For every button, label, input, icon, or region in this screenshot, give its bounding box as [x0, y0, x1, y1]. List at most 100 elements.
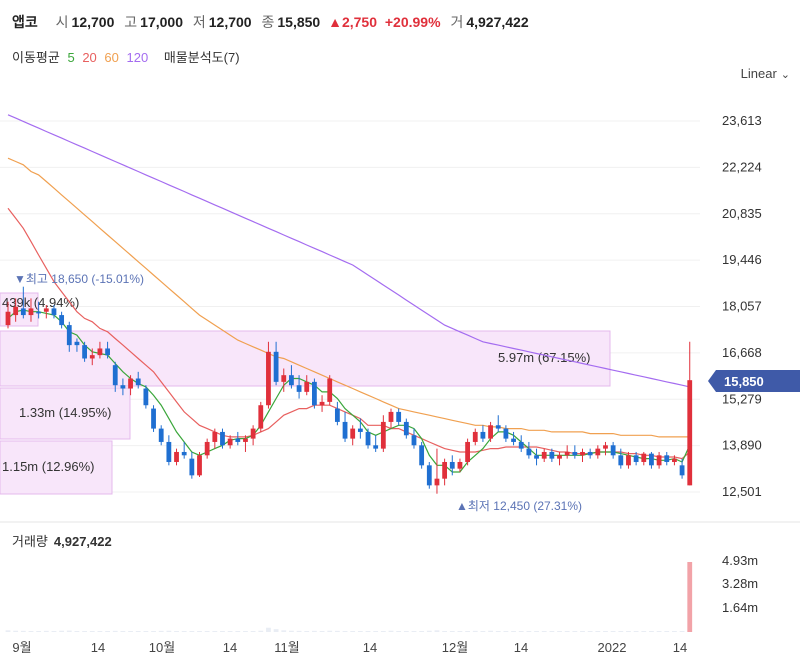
- price-tick-label: 19,446: [722, 252, 762, 267]
- candle: [51, 305, 57, 319]
- volume-bar: [120, 631, 126, 632]
- candle: [258, 401, 264, 432]
- high-label: 고: [124, 14, 138, 30]
- volume-bar: [664, 631, 670, 632]
- volume-panel-label: 거래량 4,927,422: [12, 531, 112, 550]
- candle-body: [442, 461, 448, 479]
- volume-bar: [143, 631, 149, 632]
- candle-body: [396, 411, 402, 422]
- ma60-legend[interactable]: 60: [104, 50, 119, 65]
- candle-body: [380, 421, 386, 449]
- volume-profile-legend[interactable]: 매물분석도(7): [163, 50, 240, 65]
- volume-bar: [411, 631, 417, 632]
- candle: [572, 445, 578, 459]
- candle-body: [220, 431, 225, 446]
- scale-menu[interactable]: Linear ⌄: [741, 66, 790, 81]
- volume-bar: [633, 631, 639, 632]
- candle-body: [549, 451, 555, 459]
- ma120-legend[interactable]: 120: [126, 50, 149, 65]
- candle: [189, 451, 195, 479]
- candle: [357, 418, 363, 439]
- volume-bar: [534, 631, 539, 632]
- candle-body: [120, 385, 126, 389]
- candle-body: [419, 445, 425, 466]
- candle: [595, 445, 601, 459]
- volume-bar: [426, 630, 432, 632]
- candle: [603, 441, 608, 456]
- candle-body: [449, 461, 455, 469]
- candle: [526, 441, 532, 459]
- volume-bar: [656, 631, 662, 632]
- volume-bar: [457, 631, 463, 632]
- volume-bar: [396, 631, 402, 632]
- ma5-legend[interactable]: 5: [67, 50, 75, 65]
- time-tick-label: 14: [514, 640, 528, 655]
- ma-title[interactable]: 이동평균: [12, 50, 60, 65]
- candle: [59, 311, 65, 329]
- volume-bar: [442, 631, 448, 632]
- volume-bar: [281, 630, 287, 632]
- volume-bar: [334, 630, 340, 632]
- candle: [557, 451, 562, 466]
- open-value: 12,700: [71, 14, 115, 30]
- volume-bar: [74, 631, 80, 632]
- time-tick-label: 12월: [442, 640, 468, 655]
- candle: [235, 431, 241, 446]
- ma20-legend[interactable]: 20: [82, 50, 97, 65]
- candle-body: [472, 431, 478, 442]
- volume-bar: [380, 631, 386, 632]
- volume-bar: [541, 631, 547, 632]
- candle-body: [312, 381, 317, 406]
- volume-tick-label: 3.28m: [722, 576, 758, 591]
- price-tick-label: 15,279: [722, 391, 762, 406]
- volume-tick-label: 4.93m: [722, 553, 758, 568]
- volume-bar: [59, 630, 65, 632]
- price-tick-label: 23,613: [722, 113, 762, 128]
- volume-bar: [235, 631, 241, 632]
- volume-bar: [250, 631, 256, 632]
- volume-bar: [350, 631, 356, 632]
- candle: [112, 361, 118, 392]
- candle-body: [426, 465, 432, 486]
- low-annotation: ▲최저 12,450 (27.31%): [456, 499, 582, 513]
- time-tick-label: 2022: [598, 640, 627, 655]
- volume-bar: [135, 631, 141, 632]
- volume-bar: [434, 630, 440, 632]
- price-annotations: ▼최고 18,650 (-15.01%) ▲최저 12,450 (27.31%): [14, 272, 582, 513]
- candle: [166, 435, 172, 466]
- volume-value: 4,927,422: [466, 14, 529, 30]
- candle-body: [641, 453, 647, 462]
- high-value: 17,000: [140, 14, 183, 30]
- volume-bar: [89, 631, 95, 632]
- candle-body: [649, 453, 654, 466]
- ma60-line: [7, 157, 690, 438]
- volume-bar: [204, 631, 210, 632]
- volume-label: 거: [450, 14, 464, 30]
- time-tick-label: 9월: [12, 640, 31, 655]
- candle: [687, 341, 693, 486]
- candle: [289, 365, 294, 389]
- time-tick-label: 14: [223, 640, 237, 655]
- volume-bar: [82, 631, 87, 632]
- candle-body: [373, 445, 379, 449]
- volume-bar: [312, 630, 317, 632]
- candle-body: [235, 438, 241, 442]
- candle-body: [158, 428, 164, 442]
- candle: [312, 378, 317, 409]
- candle: [151, 405, 156, 432]
- candle-body: [5, 311, 11, 326]
- volume-profile-label: 1.15m (12.96%): [2, 459, 95, 474]
- candle-body: [488, 425, 493, 439]
- candle: [587, 448, 593, 459]
- volume-bar: [626, 631, 631, 632]
- volume-bar: [503, 631, 509, 632]
- candle: [549, 448, 555, 462]
- candle-body: [128, 378, 133, 389]
- volume-bar: [273, 629, 279, 632]
- volume-bar: [43, 630, 49, 632]
- candle: [319, 395, 325, 412]
- volume-bar: [618, 631, 624, 632]
- candle: [419, 441, 425, 469]
- time-tick-label: 11월: [274, 640, 299, 655]
